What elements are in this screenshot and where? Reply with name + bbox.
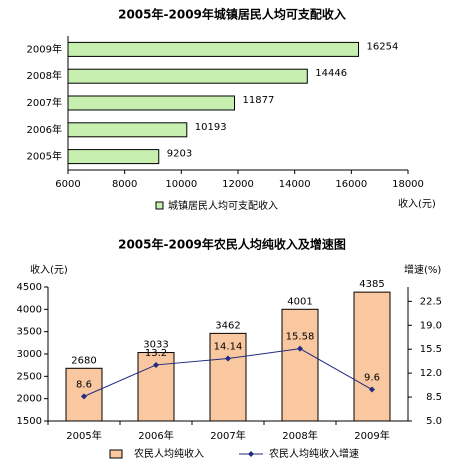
bar — [67, 41, 360, 57]
legend-label: 农民人均纯收入 — [134, 447, 204, 460]
y-tick-label: 3500 — [17, 327, 42, 338]
y2-tick-label: 22.5 — [420, 296, 442, 307]
y-tick-label: 2008年 — [27, 69, 62, 82]
data-label: 3033 — [143, 340, 168, 351]
data-label: 3462 — [215, 320, 240, 331]
marker — [153, 361, 159, 368]
bar — [67, 122, 188, 138]
axis-label: 增速(%) — [404, 263, 441, 276]
x-tick-label: 6000 — [55, 179, 80, 190]
y2-tick-label: 19.0 — [420, 320, 442, 331]
x-tick-label: 2008年 — [282, 429, 317, 442]
bar — [67, 95, 236, 111]
axis-label: 收入(元) — [30, 263, 68, 276]
chart-title: 2005年-2009年农民人均纯收入及增速图 — [118, 237, 346, 252]
data-label: 15.58 — [286, 332, 315, 343]
y-tick-label: 2500 — [17, 371, 42, 382]
y-tick-label: 2005年 — [27, 150, 62, 163]
legend-swatch — [248, 451, 254, 457]
y-tick-label: 2009年 — [27, 42, 62, 55]
data-label: 16254 — [367, 41, 399, 52]
marker — [369, 386, 375, 393]
x-tick-label: 12000 — [222, 179, 254, 190]
chart-title: 2005年-2009年城镇居民人均可支配收入 — [118, 7, 346, 22]
bar — [67, 68, 308, 84]
legend-swatch — [109, 449, 123, 459]
y-tick-label: 3000 — [17, 349, 42, 360]
y-tick-label: 2007年 — [27, 96, 62, 109]
bar — [67, 149, 160, 165]
y-tick-label: 1500 — [17, 416, 42, 427]
data-label: 14446 — [315, 68, 347, 79]
legend-swatch — [155, 201, 164, 210]
x-tick-label: 2006年 — [138, 429, 173, 442]
data-label: 14.14 — [214, 342, 243, 353]
data-label: 9.6 — [364, 373, 380, 384]
y-tick-label: 4500 — [17, 282, 42, 293]
legend-label: 城镇居民人均可支配收入 — [168, 199, 278, 212]
y2-tick-label: 15.5 — [420, 344, 442, 355]
bar — [209, 332, 247, 422]
x-tick-label: 2007年 — [210, 429, 245, 442]
bar — [353, 291, 391, 422]
data-label: 9203 — [167, 149, 192, 160]
data-label: 11877 — [243, 95, 275, 106]
marker — [81, 393, 87, 400]
x-tick-label: 8000 — [112, 179, 137, 190]
y-tick-label: 4000 — [17, 304, 42, 315]
x-tick-label: 18000 — [392, 179, 424, 190]
y-tick-label: 2000 — [17, 394, 42, 405]
axis-label: 收入(元) — [398, 197, 436, 210]
data-label: 4001 — [287, 296, 312, 307]
bar — [281, 308, 319, 422]
x-tick-label: 2005年 — [66, 429, 101, 442]
data-label: 8.6 — [76, 379, 92, 390]
marker — [297, 345, 303, 352]
data-label: 2680 — [71, 355, 96, 366]
x-tick-label: 2009年 — [354, 429, 389, 442]
legend-label: 农民人均纯收入增速 — [269, 447, 359, 460]
data-label: 13.2 — [145, 348, 167, 359]
x-tick-label: 16000 — [335, 179, 367, 190]
x-tick-label: 14000 — [279, 179, 311, 190]
data-label: 4385 — [359, 279, 384, 290]
y2-tick-label: 12.0 — [420, 368, 442, 379]
y2-tick-label: 8.5 — [426, 392, 442, 403]
x-tick-label: 10000 — [165, 179, 197, 190]
y2-tick-label: 5.0 — [426, 416, 442, 427]
y-tick-label: 2006年 — [27, 123, 62, 136]
data-label: 10193 — [195, 122, 227, 133]
marker — [225, 355, 231, 362]
